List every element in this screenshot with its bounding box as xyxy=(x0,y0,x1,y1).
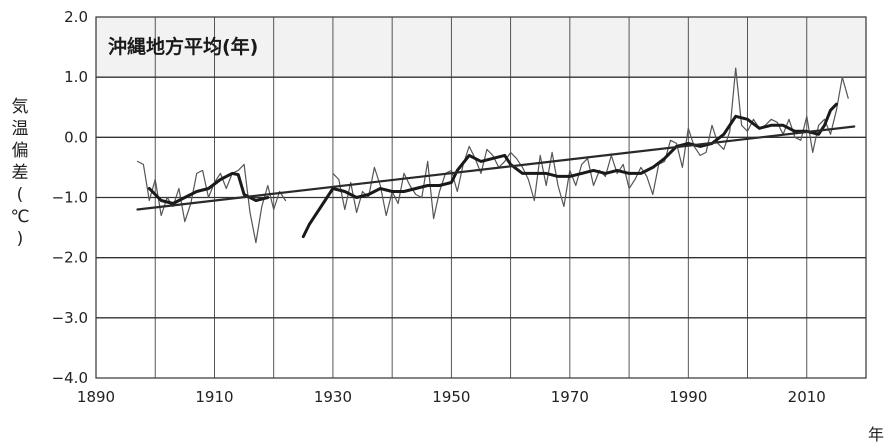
x-tick-label: 1890 xyxy=(77,388,115,406)
y-axis-label-char: ) xyxy=(17,229,24,249)
series-line-annual xyxy=(136,160,287,244)
y-tick-label: 2.0 xyxy=(64,8,88,26)
x-tick-label: 1950 xyxy=(432,388,470,406)
x-tick-label: 2010 xyxy=(788,388,826,406)
series-line-moving_average xyxy=(147,171,270,205)
y-axis-label-char: 気 xyxy=(12,97,29,117)
y-tick-label: −1.0 xyxy=(52,189,88,207)
y-axis-label-char: ( xyxy=(17,185,24,205)
plot-top-band xyxy=(96,17,866,77)
y-tick-label: −3.0 xyxy=(52,309,88,327)
series-lines xyxy=(136,67,856,244)
y-tick-label: 1.0 xyxy=(64,68,88,86)
y-axis-label-char: 温 xyxy=(12,119,29,139)
y-tick-label: −2.0 xyxy=(52,249,88,267)
gridlines xyxy=(96,17,866,378)
x-tick-label: 1910 xyxy=(195,388,233,406)
x-tick-label: 1970 xyxy=(551,388,589,406)
y-axis-label-char: 差 xyxy=(12,163,29,183)
series-line-annual xyxy=(332,67,849,220)
series-line-moving_average xyxy=(301,102,838,239)
x-tick-label: 1930 xyxy=(314,388,352,406)
y-tick-label: −4.0 xyxy=(52,369,88,387)
y-axis-label-char: 偏 xyxy=(12,141,29,161)
x-axis-label: 年 xyxy=(868,425,884,444)
y-tick-label: 0.0 xyxy=(64,128,88,146)
x-axis-tick-labels: 1890 1910 1930 1950 1970 1990 2010 xyxy=(77,388,826,406)
y-axis-label-char: ℃ xyxy=(10,207,29,227)
y-axis-tick-labels: 2.0 1.0 0.0 −1.0 −2.0 −3.0 −4.0 xyxy=(52,8,88,387)
x-tick-label: 1990 xyxy=(669,388,707,406)
series-line-trend xyxy=(136,125,856,211)
chart-title: 沖縄地方平均(年) xyxy=(108,35,258,58)
